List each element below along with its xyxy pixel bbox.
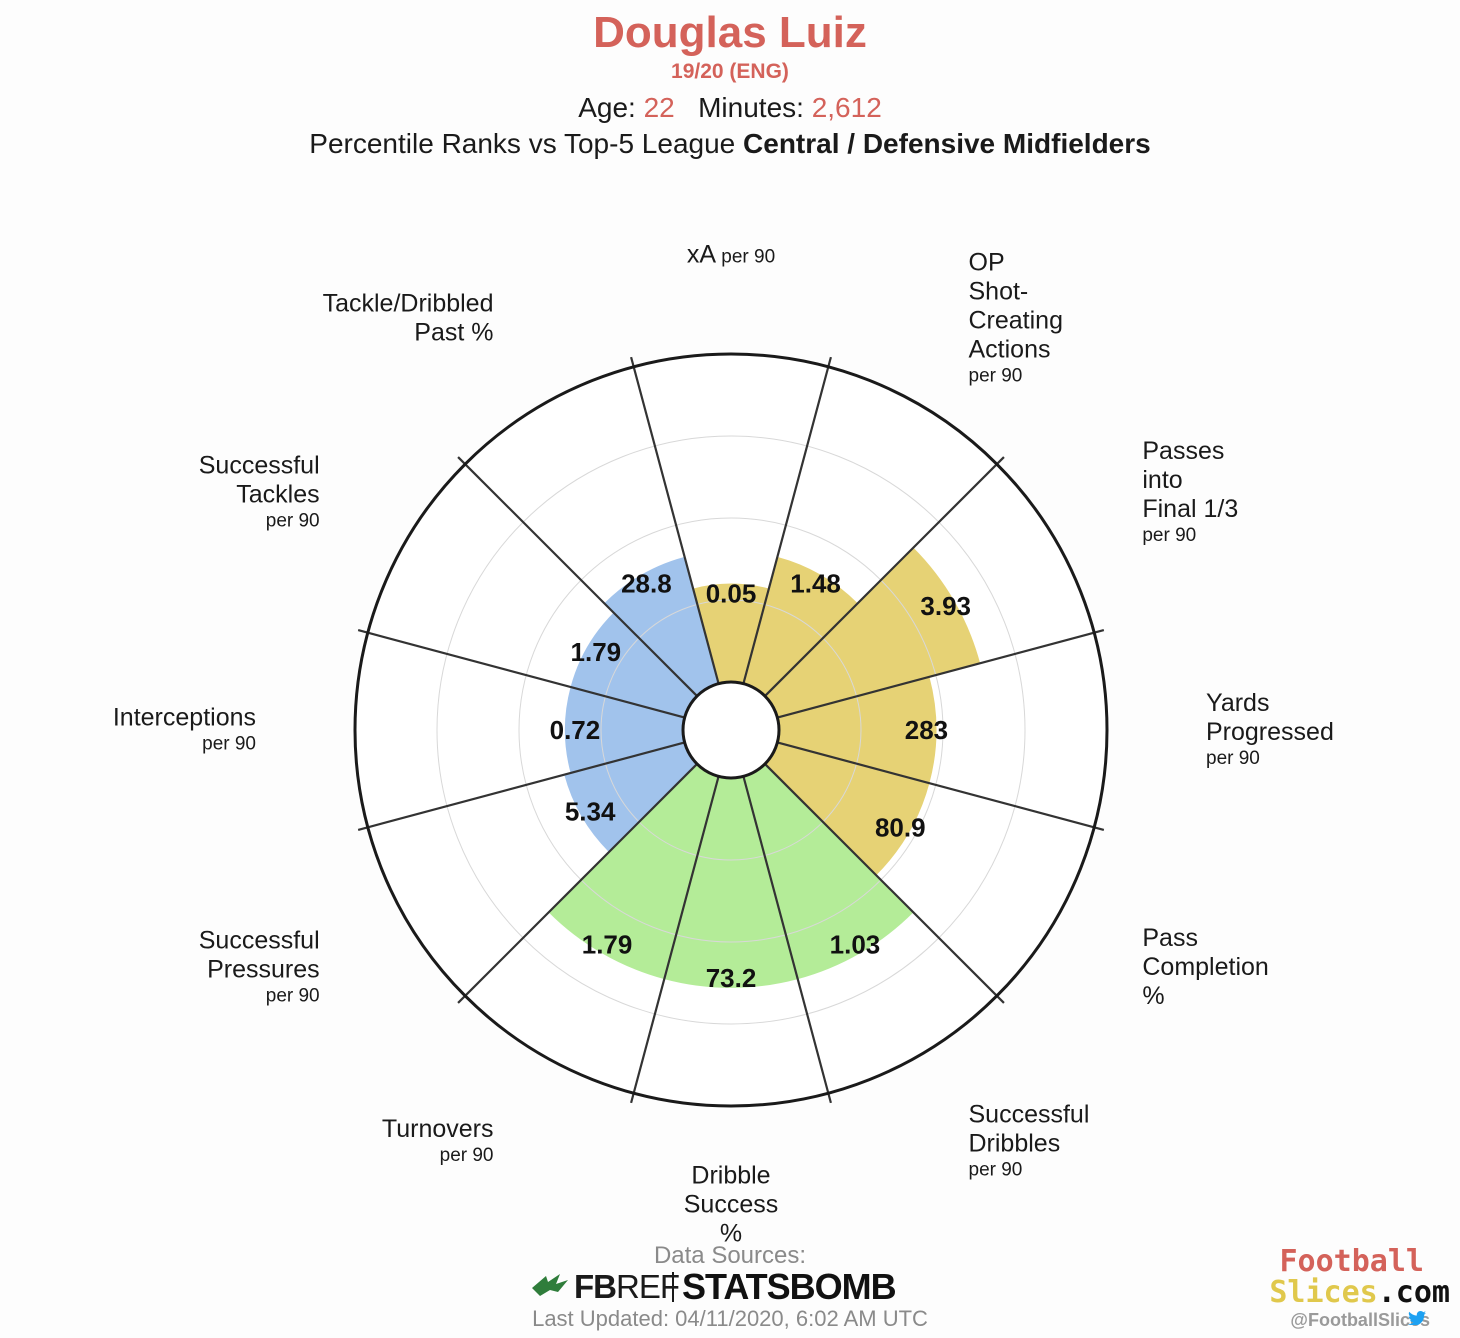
age-value: 22: [643, 92, 675, 123]
radar-grid-ring: [518, 517, 944, 943]
radar-wedge: [604, 556, 719, 697]
radar-wedge: [564, 742, 698, 853]
radar-spoke: [357, 741, 685, 831]
radar-wedge: [743, 763, 914, 980]
metric-label: Successful Tackles per 90: [199, 452, 320, 532]
radar-spoke: [777, 741, 1105, 831]
season-label: 19/20 (ENG): [671, 60, 789, 83]
metric-label: OP Shot-Creating Actions per 90: [969, 249, 1064, 387]
value-label: 0.72: [550, 715, 601, 745]
radar-metric-labels: xA per 90 OP Shot-Creating Actions per 90 Pas…: [113, 241, 1334, 1248]
radar-inner-hole: [681, 680, 781, 780]
metric-label: Successful Pressures per 90: [199, 927, 320, 1007]
radar-outer-ring: [353, 352, 1109, 1108]
subtitle-prefix: Percentile Ranks vs Top-5 League: [309, 128, 736, 159]
metric-label: Pass Completion%: [1142, 924, 1268, 1010]
fbref-logo-icon: [532, 1274, 568, 1296]
value-label: 73.2: [706, 963, 757, 993]
metric-label: Yards Progressed per 90: [1206, 689, 1334, 769]
radar-spoke: [764, 763, 1005, 1004]
player-info: Age: 22 Minutes: 2,612: [0, 92, 1460, 124]
value-label: 1.48: [790, 568, 841, 598]
minutes-label: Minutes:: [698, 92, 804, 123]
statsbomb-logo: STATSBOMB: [682, 1266, 897, 1307]
value-label: 5.34: [565, 796, 616, 826]
radar-wedge: [570, 612, 698, 718]
value-label: 1.79: [571, 637, 622, 667]
source-logos: FBREF STATSBOMB: [530, 1266, 930, 1307]
metric-label: Dribble Success%: [684, 1162, 778, 1248]
age-label: Age:: [578, 92, 636, 123]
logo-divider: [672, 1272, 674, 1302]
last-updated: Last Updated: 04/11/2020, 6:02 AM UTC: [532, 1306, 928, 1331]
brand-line-1: Football: [1279, 1244, 1425, 1279]
minutes-value: 2,612: [811, 92, 882, 123]
metric-label: xA per 90: [687, 241, 775, 269]
radar-value-labels: 0.05 1.48 3.93 283 80.9 1.03 73.2 1.79 5.34 0.72 1…: [550, 568, 971, 992]
radar-spoke: [742, 776, 832, 1104]
value-label: 80.9: [875, 813, 926, 843]
radar-spoke: [764, 456, 1005, 697]
radar-wedge: [764, 547, 981, 718]
value-label: 1.79: [582, 930, 633, 960]
radar-wedge: [743, 556, 858, 697]
footballslices-brand: Football Slices.com @FootballSlices: [1235, 1244, 1450, 1331]
player-name: Douglas Luiz: [593, 8, 867, 57]
metric-label: Tackle/Dribbled Past %: [323, 290, 494, 347]
brand-line-2: Slices.com: [1269, 1275, 1450, 1310]
metric-label: Passes into Final 1/3 per 90: [1142, 437, 1238, 546]
radar-wedge: [548, 763, 719, 980]
chart-subtitle: Percentile Ranks vs Top-5 League Central…: [0, 128, 1460, 160]
value-label: 3.93: [920, 591, 971, 621]
radar-wedge: [764, 742, 930, 876]
radar-spoke: [777, 629, 1105, 719]
radar-spoke: [457, 456, 698, 697]
radar-spoke: [630, 356, 720, 684]
radar-spoke: [457, 763, 698, 1004]
radar-grid: [353, 352, 1109, 1108]
radar-spoke: [742, 356, 832, 684]
radar-spoke: [630, 776, 720, 1104]
radar-wedge: [564, 687, 685, 773]
radar-grid-ring: [600, 599, 862, 861]
value-label: 1.03: [830, 930, 881, 960]
metric-label: Successful Dribbles per 90: [969, 1100, 1090, 1180]
twitter-handle[interactable]: @FootballSlices: [1290, 1310, 1430, 1330]
data-sources-label: Data Sources:: [653, 1242, 807, 1269]
radar-wedge: [777, 676, 937, 784]
fbref-logo: FBREF: [574, 1268, 680, 1305]
radar-spoke: [357, 629, 685, 719]
value-label: 283: [905, 715, 948, 745]
subtitle-group: Central / Defensive Midfielders: [743, 128, 1151, 159]
radar-wedge: [664, 776, 798, 988]
value-label: 28.8: [621, 568, 672, 598]
twitter-icon[interactable]: [1408, 1311, 1426, 1325]
metric-label: Interceptions per 90: [113, 704, 256, 755]
value-label: 0.05: [706, 579, 757, 609]
radar-grid-ring: [436, 435, 1026, 1025]
metric-label: Turnovers per 90: [382, 1115, 494, 1166]
